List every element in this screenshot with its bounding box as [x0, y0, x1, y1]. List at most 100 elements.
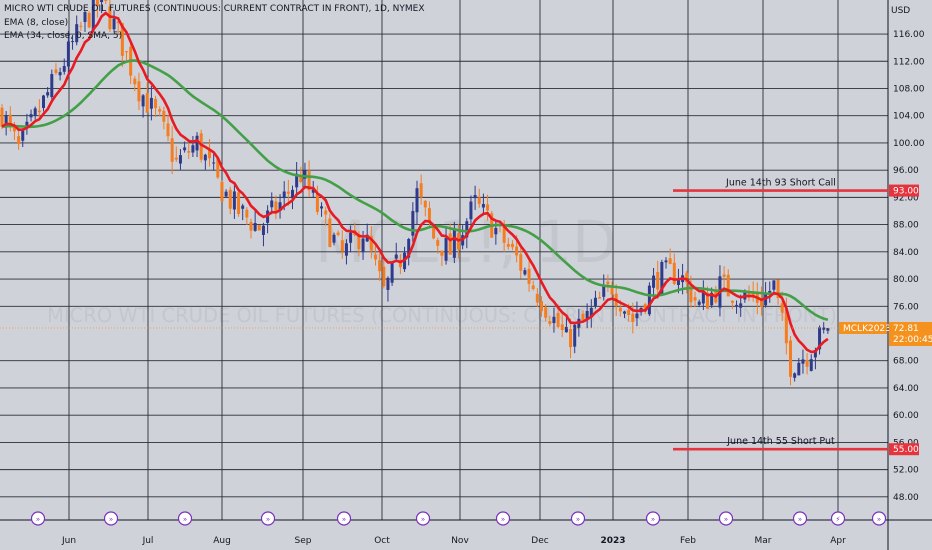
candle-body	[735, 304, 739, 306]
candle-body	[531, 285, 535, 290]
candle-body	[104, 0, 108, 2]
event-badge-icon: »	[576, 516, 580, 524]
candle-body	[195, 135, 199, 151]
candle-body	[50, 74, 54, 98]
candle-body	[813, 349, 817, 358]
event-badge-icon: »	[651, 516, 655, 524]
candle-body	[585, 310, 589, 320]
event-badge-6[interactable]	[495, 511, 511, 526]
candle-body	[29, 114, 33, 118]
candle-body	[17, 136, 21, 145]
candle-body	[386, 277, 390, 290]
event-badge-4[interactable]	[336, 511, 352, 526]
ema-slow-legend[interactable]: EMA (34, close, 0, SMA, 5)	[4, 31, 123, 41]
hline-price-tag-0[interactable]	[889, 184, 919, 197]
event-badge-icon: »	[36, 516, 40, 524]
candle-body	[208, 150, 211, 159]
candle-body	[780, 303, 784, 313]
candle-body	[361, 238, 365, 253]
watermark-description: MICRO WTI CRUDE OIL FUTURES (CONTINUOUS:…	[47, 304, 837, 327]
candle-body	[311, 189, 315, 193]
candle-body	[332, 234, 336, 243]
candle-body	[448, 233, 452, 255]
y-tick-label: 52.00	[893, 466, 919, 476]
candle-body	[805, 360, 809, 367]
event-badge-9[interactable]	[718, 511, 734, 526]
candle-body	[730, 300, 734, 303]
price-axis[interactable]: USD 116.00 112.00 108.00 104.00 100.00 96.00 92…	[0, 6, 932, 503]
event-badge-10[interactable]	[792, 511, 808, 526]
candle-body	[481, 203, 485, 208]
candle-body	[33, 108, 37, 116]
candle-body	[739, 303, 743, 308]
event-badge-2[interactable]	[177, 511, 193, 526]
time-axis[interactable]: Jun Jul Aug Sep Oct Nov Dec 2023 Feb Mar Apr	[61, 536, 846, 546]
candle-body	[411, 211, 415, 236]
candle-body	[535, 293, 539, 303]
candle-body	[510, 243, 514, 248]
candle-body	[797, 362, 801, 376]
candle-body	[112, 18, 116, 30]
candle-body	[336, 232, 340, 235]
event-badge-7[interactable]	[570, 511, 586, 526]
event-badge-3[interactable]	[260, 511, 276, 526]
candle-body	[548, 320, 552, 324]
event-badge-8[interactable]	[645, 511, 661, 526]
candle-body	[697, 301, 701, 305]
candle-body	[369, 235, 373, 251]
candle-body	[21, 129, 25, 141]
candle-body	[286, 191, 290, 194]
x-tick-label: Mar	[755, 536, 772, 546]
hline-label-0: June 14th 93 Short Call	[725, 178, 836, 189]
candle-body	[390, 262, 394, 283]
candle-body	[710, 292, 714, 306]
candle-body	[42, 95, 45, 108]
symbol-tag[interactable]	[839, 321, 887, 334]
candle-body	[307, 171, 311, 191]
candle-body	[174, 157, 178, 160]
candle-body	[37, 110, 41, 113]
candle-body	[315, 192, 319, 212]
candle-body	[523, 270, 527, 275]
candle-body	[540, 301, 543, 312]
candle-body	[299, 176, 303, 182]
candle-body	[672, 262, 676, 284]
candle-body	[515, 246, 519, 256]
symbol-title[interactable]: MICRO WTI CRUDE OIL FUTURES (CONTINUOUS:…	[4, 4, 425, 14]
event-badges[interactable]: » » » » » » » » » » » ⚡ »	[30, 511, 887, 526]
event-badge-5[interactable]	[415, 511, 431, 526]
horizontal-lines[interactable]: June 14th 93 Short Call June 14th 55 Shor…	[673, 178, 888, 451]
hline-price-tag-1[interactable]	[889, 443, 919, 456]
candle-body	[801, 359, 805, 364]
event-badge-0[interactable]	[30, 511, 46, 526]
candle-body	[573, 324, 577, 347]
candle-body	[602, 286, 606, 297]
last-price-tag[interactable]	[889, 321, 932, 346]
event-badge-icon: ⚡	[836, 516, 841, 524]
candle-body	[83, 11, 87, 22]
candle-body	[776, 279, 780, 299]
candle-body	[689, 284, 693, 303]
candle-body	[79, 25, 83, 27]
candle-body	[120, 23, 124, 56]
ema-fast-legend[interactable]: EMA (8, close)	[4, 18, 69, 28]
event-badge-11[interactable]	[830, 511, 846, 526]
event-badge-1[interactable]	[103, 511, 119, 526]
candle-body	[8, 114, 12, 124]
y-tick-label: 64.00	[893, 384, 919, 394]
candle-body	[502, 226, 506, 243]
x-tick-label: Aug	[213, 536, 231, 546]
candle-body	[569, 329, 573, 348]
candle-body	[772, 280, 776, 290]
candle-body	[216, 158, 220, 178]
candle-body	[141, 95, 145, 107]
y-tick-label: 100.00	[893, 139, 925, 149]
candle-body	[432, 227, 436, 239]
event-badge-12[interactable]	[871, 511, 887, 526]
candle-body	[652, 275, 656, 288]
candle-body	[618, 307, 622, 312]
hline-label-1: June 14th 55 Short Put	[726, 436, 835, 447]
candle-body	[747, 292, 751, 297]
